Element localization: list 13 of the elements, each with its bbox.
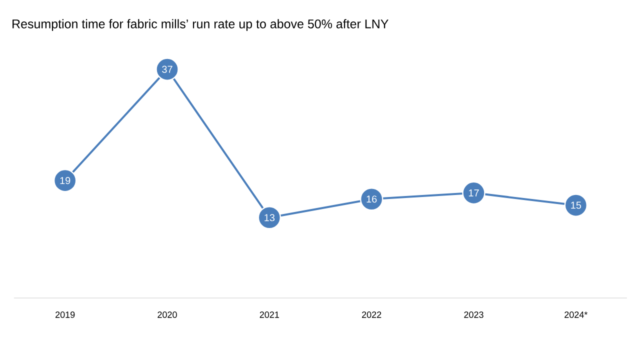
data-label: 17 bbox=[468, 189, 479, 196]
chart-title: Resumption time for fabric mills’ run rate up to above 50% after LNY bbox=[12, 19, 388, 31]
x-tick-label: 2023 bbox=[464, 312, 484, 318]
x-tick-label: 2021 bbox=[260, 312, 279, 318]
x-tick-label: 2020 bbox=[158, 312, 177, 318]
data-label: 13 bbox=[264, 214, 275, 222]
data-label: 16 bbox=[366, 196, 377, 203]
x-tick-label: 2019 bbox=[56, 312, 75, 318]
x-tick-label: 2022 bbox=[362, 312, 382, 318]
data-label: 19 bbox=[60, 177, 70, 184]
data-label: 37 bbox=[162, 66, 172, 73]
x-tick-label: 2024* bbox=[564, 312, 588, 318]
data-label: 15 bbox=[571, 202, 582, 209]
